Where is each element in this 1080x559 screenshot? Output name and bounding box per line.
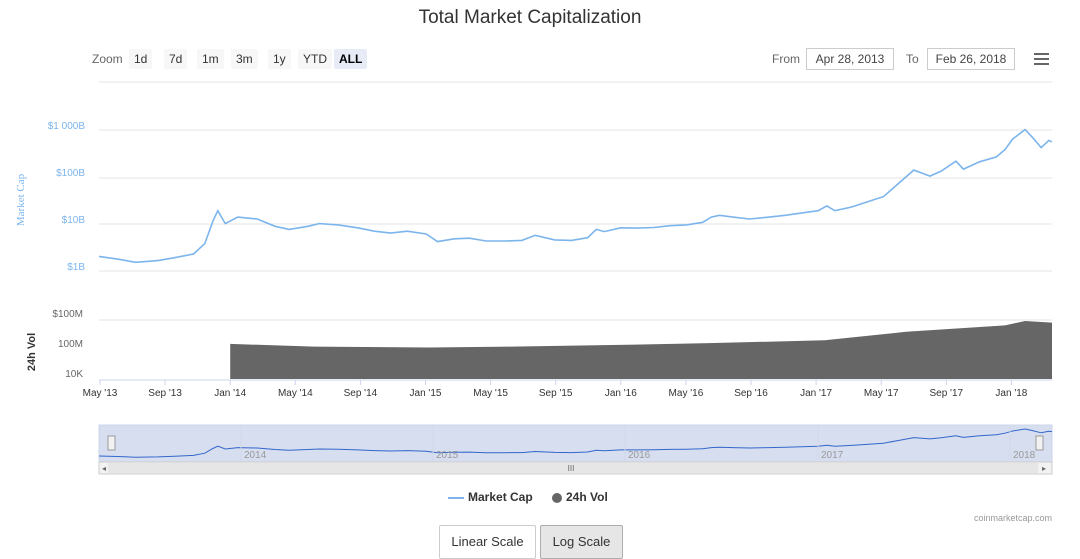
log-scale-button[interactable]: Log Scale — [540, 525, 623, 559]
volume-tick-label: $100M — [52, 309, 83, 320]
range-to-input[interactable] — [927, 48, 1015, 70]
zoom-label: Zoom — [92, 52, 123, 66]
x-tick-label: May '13 — [83, 388, 118, 399]
range-to-label: To — [906, 52, 919, 66]
legend-volume-label: 24h Vol — [566, 490, 608, 504]
scrollbar-grip-icon: III — [568, 464, 575, 473]
x-tick-label: Sep '16 — [734, 388, 768, 399]
x-tick-label: Sep '15 — [539, 388, 573, 399]
navigator-left-handle[interactable] — [107, 435, 116, 451]
x-tick-label: Jan '18 — [995, 388, 1027, 399]
zoom-3m-button[interactable]: 3m — [231, 49, 258, 69]
x-tick-label: Jan '16 — [605, 388, 637, 399]
navigator-window — [98, 424, 1053, 463]
x-tick-label: May '16 — [669, 388, 704, 399]
zoom-1d-button[interactable]: 1d — [129, 49, 153, 69]
legend-volume[interactable]: 24h Vol — [552, 490, 608, 504]
market-cap-line — [98, 128, 1053, 264]
zoom-all-button[interactable]: ALL — [334, 49, 368, 69]
hamburger-menu-icon[interactable] — [1034, 53, 1049, 66]
y-tick-label: $1B — [67, 262, 85, 273]
x-tick-label: May '14 — [278, 388, 313, 399]
volume-area — [230, 321, 1052, 379]
navigator-year-label: 2015 — [436, 450, 459, 461]
legend-dot-icon — [552, 492, 562, 503]
linear-scale-button[interactable]: Linear Scale — [439, 525, 536, 559]
legend-line-icon — [448, 496, 464, 499]
chart-title: Total Market Capitalization — [418, 7, 642, 28]
scroll-right-icon: ▸ — [1042, 464, 1046, 473]
volume-tick-label: 100M — [58, 339, 83, 350]
zoom-1y-button[interactable]: 1y — [268, 49, 291, 69]
zoom-ytd-button[interactable]: YTD — [298, 49, 332, 69]
x-tick-label: Sep '17 — [929, 388, 963, 399]
navigator-year-label: 2018 — [1013, 450, 1036, 461]
x-tick-label: Sep '14 — [344, 388, 378, 399]
navigator-year-label: 2017 — [821, 450, 844, 461]
range-from-input[interactable] — [806, 48, 894, 70]
volume-series — [230, 321, 1052, 379]
x-tick-label: Sep '13 — [148, 388, 182, 399]
navigator-year-label: 2014 — [244, 450, 267, 461]
navigator-line — [98, 428, 1053, 458]
y-tick-label: $10B — [62, 215, 86, 226]
market-cap-series — [98, 128, 1053, 264]
x-tick-label: May '17 — [864, 388, 899, 399]
x-tick-label: Jan '15 — [410, 388, 442, 399]
zoom-7d-button[interactable]: 7d — [164, 49, 188, 69]
grid-lines — [99, 81, 1052, 321]
y-tick-label: $1 000B — [48, 121, 86, 132]
range-from-label: From — [772, 52, 800, 66]
axis-labels: $1B $10B $100B $1 000B Market Cap 10K 100M $100… — [15, 121, 1052, 399]
x-tick-label: May '15 — [473, 388, 508, 399]
navigator-right-handle[interactable] — [1035, 435, 1044, 451]
zoom-1m-button[interactable]: 1m — [197, 49, 224, 69]
x-tick-label: Jan '17 — [800, 388, 832, 399]
legend-market-cap[interactable]: Market Cap — [448, 490, 533, 504]
credit-link[interactable]: coinmarketcap.com — [973, 513, 1052, 523]
scroll-left-icon: ◂ — [102, 464, 106, 473]
y-tick-label: $100B — [56, 168, 85, 179]
scrollbar-thumb[interactable] — [108, 463, 1038, 473]
volume-tick-label: 10K — [65, 369, 83, 380]
navigator-year-label: 2016 — [628, 450, 651, 461]
volume-axis-title: 24h Vol — [26, 333, 38, 371]
navigator: 2014 2015 2016 2017 2018 III ◂ ▸ — [98, 424, 1053, 475]
y-axis-title: Market Cap — [15, 173, 27, 226]
legend-market-cap-label: Market Cap — [468, 490, 533, 504]
x-tick-label: Jan '14 — [214, 388, 246, 399]
